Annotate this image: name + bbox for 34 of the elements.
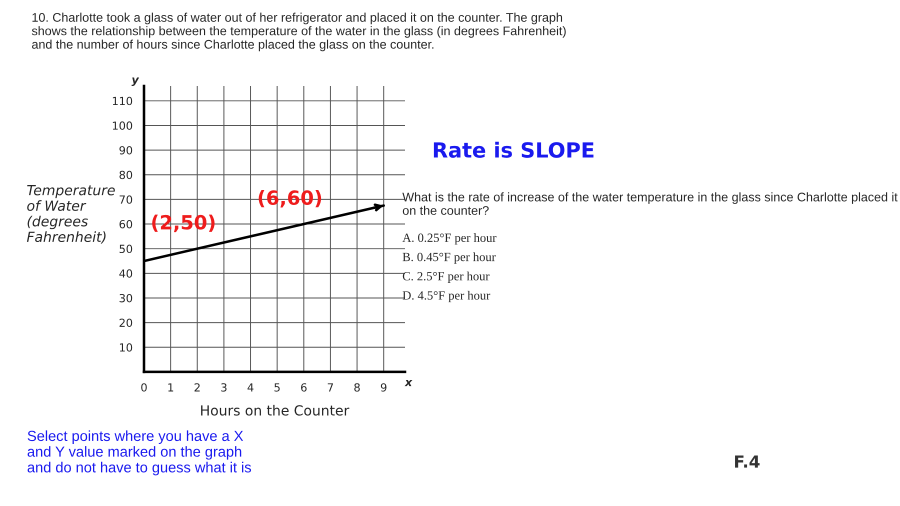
annotation: C. 2.5°F per hour: [402, 272, 490, 283]
x-tick-label: 2: [194, 383, 200, 392]
text: Rate is SLOPE: [434, 142, 594, 158]
x-tick-label: 0: [141, 383, 147, 392]
y-axis-title: Temperature of Water (degrees Fahrenheit): [26, 185, 115, 244]
text: y: [132, 78, 140, 86]
x-axis-title: Hours on the Counter: [201, 404, 350, 416]
x-tick-label: 9: [380, 383, 386, 392]
y-tick-label: 40: [119, 269, 132, 278]
y-tick-label: 110: [112, 96, 132, 106]
y-tick-label: 80: [120, 170, 132, 180]
y-tick-label: 30: [120, 294, 132, 302]
x-tick-label: 3: [221, 383, 227, 392]
x-tick-label: 6: [301, 383, 307, 392]
annotation: B. 0.45°F per hour: [402, 252, 496, 264]
text: F.4: [735, 455, 760, 468]
y-tick-label: 90: [119, 146, 132, 154]
text: x: [404, 380, 412, 386]
y-tick-label: 60: [120, 220, 132, 228]
x-tick-label: 4: [248, 383, 254, 392]
annotation: What is the rate of increase of the water temperature in the glass since Charlotte placed it on the counter?: [402, 192, 898, 215]
y-tick-label: 100: [112, 121, 132, 130]
y-tick-label: 10: [120, 343, 132, 352]
x-tick-label: 1: [168, 383, 174, 392]
x-tick-label: 5: [274, 383, 280, 392]
y-tick-label: 20: [120, 318, 132, 327]
chart-title: 10. Charlotte took a glass of water out of her refrigerator and placed it on the counter. The graph shows the relationship between the temperature of the water in the glass (in degrees Fahrenheit) and the number of hours since Charlotte placed the glass on the counter.: [32, 12, 566, 52]
y-tick-label: 50: [120, 244, 132, 254]
text: Select points where you have a X and Y value marked on the graph and do not have to guess what it is: [28, 430, 252, 476]
x-tick-label: 8: [354, 383, 360, 392]
annotation: A. 0.25°F per hour: [402, 233, 496, 244]
x-tick-label: 7: [328, 383, 334, 392]
annotation: D. 4.5°F per hour: [402, 290, 490, 302]
y-tick-label: 70: [120, 195, 132, 204]
